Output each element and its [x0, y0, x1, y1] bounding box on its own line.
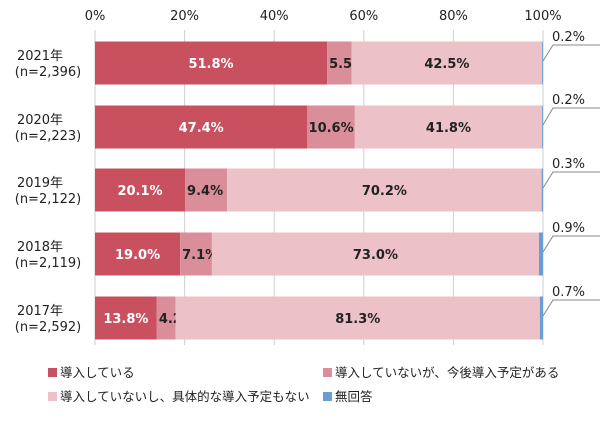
category-year-label: 2018年: [17, 240, 63, 255]
callout-line: [542, 299, 600, 317]
data-label: 41.8%: [426, 121, 471, 136]
data-label: 19.0%: [115, 248, 160, 263]
bar-segment: [185, 168, 228, 212]
callout-line: [542, 44, 600, 62]
legend-label: 導入している: [60, 365, 135, 380]
category-year-label: 2019年: [17, 176, 63, 191]
bar-segment: [95, 105, 308, 149]
x-tick-label: 40%: [260, 9, 289, 24]
callout-labels: 0.2% 0.2% 0.3% 0.9% 0.7%: [542, 30, 600, 317]
legend-label: 無回答: [335, 389, 373, 404]
legend-label: 導入していないし、具体的な導入予定もない: [60, 389, 310, 404]
bar-segment: [541, 168, 543, 212]
callout-line: [542, 171, 600, 189]
bar-segment: [227, 168, 542, 212]
data-label: 0.7%: [552, 285, 585, 300]
x-tick-label: 0%: [85, 9, 106, 24]
x-axis-ticks: 0% 20% 40% 60% 80% 100%: [85, 9, 562, 24]
bar-segment: [95, 296, 157, 340]
legend-swatch: [323, 368, 332, 377]
x-tick-label: 100%: [524, 9, 561, 24]
data-label: 81.3%: [335, 312, 380, 327]
data-label: 42.5%: [424, 57, 469, 72]
x-tick-label: 80%: [439, 9, 468, 24]
bar-segment: [175, 296, 540, 340]
bars: 51.8% 5.5% 42.5%47.4% 10.6% 41.8%20.1% 9.4% 70…: [95, 41, 543, 340]
data-label: 0.2%: [552, 30, 585, 45]
legend-label: 導入していないが、今後導入予定がある: [335, 365, 559, 380]
bar-segment: [95, 168, 186, 212]
bar-segment: [156, 296, 176, 340]
bar-segment: [327, 41, 352, 85]
data-label: 73.0%: [353, 248, 398, 263]
bar-segment: [95, 41, 328, 85]
data-label: 10.6%: [309, 121, 354, 136]
bar-segment: [354, 105, 543, 149]
data-label: 51.8%: [188, 57, 233, 72]
data-label: 47.4%: [179, 121, 224, 136]
data-label: 7.1%: [182, 248, 218, 263]
category-year-label: 2017年: [17, 304, 63, 319]
data-label: 20.1%: [117, 184, 162, 199]
callout-line: [542, 107, 600, 126]
category-n-label: (n=2,592): [15, 320, 82, 335]
x-tick-label: 60%: [349, 9, 378, 24]
bar-segment: [95, 232, 181, 276]
legend: 導入している 導入していないが、今後導入予定がある導入していないし、具体的な導入予…: [48, 365, 559, 404]
bar-segment: [307, 105, 355, 149]
callout-line: [542, 235, 600, 253]
bar-segment: [542, 105, 543, 149]
data-label: 70.2%: [362, 184, 407, 199]
bar-segment: [538, 232, 543, 276]
bar-segment: [351, 41, 543, 85]
data-label: 0.3%: [552, 157, 585, 172]
legend-swatch: [48, 392, 57, 401]
data-label: 13.8%: [103, 312, 148, 327]
category-year-label: 2021年: [17, 49, 63, 64]
category-labels: 2021年(n=2,396) 2020年(n=2,223) 2019年(n=2,12…: [15, 49, 82, 335]
category-n-label: (n=2,223): [15, 129, 82, 144]
legend-swatch: [323, 392, 332, 401]
bar-segment: [542, 41, 543, 85]
category-n-label: (n=2,119): [15, 256, 82, 271]
data-label: 0.2%: [552, 93, 585, 108]
data-label: 9.4%: [187, 184, 223, 199]
category-n-label: (n=2,122): [15, 192, 82, 207]
x-tick-label: 20%: [170, 9, 199, 24]
category-year-label: 2020年: [17, 113, 63, 128]
bar-segment: [180, 232, 212, 276]
bar-segment: [211, 232, 539, 276]
category-n-label: (n=2,396): [15, 65, 82, 80]
bar-segment: [539, 296, 543, 340]
legend-swatch: [48, 368, 57, 377]
data-label: 0.9%: [552, 221, 585, 236]
